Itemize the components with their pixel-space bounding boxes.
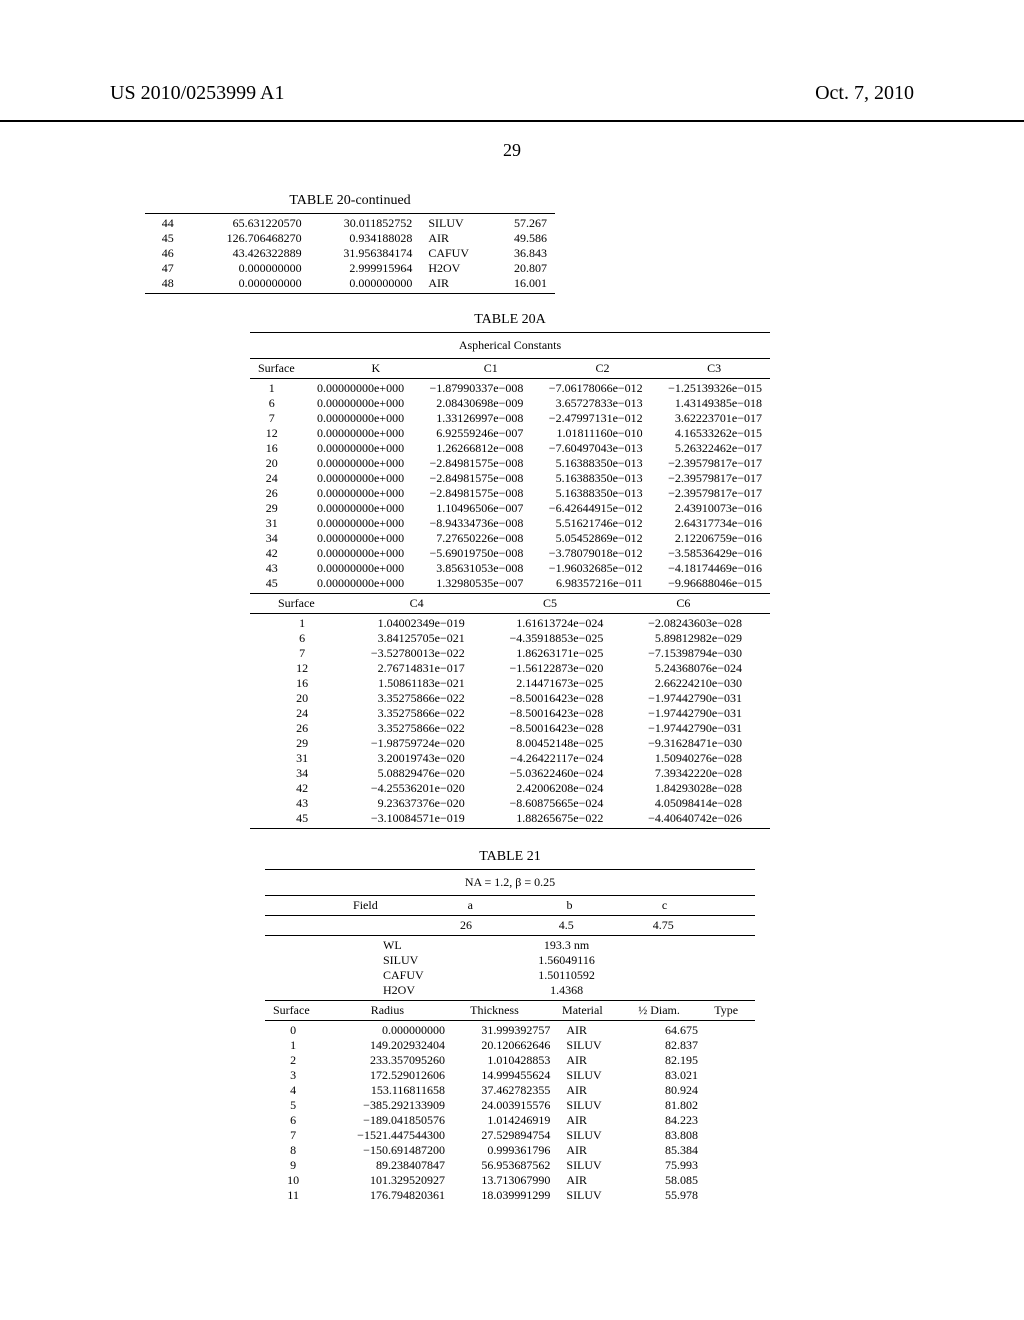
table-21-params: WL193.3 nmSILUV1.56049116CAFUV1.50110592… [375,938,645,998]
table-21-subtitle: NA = 1.2, β = 0.25 [265,872,755,893]
table-20a-title: TABLE 20A [250,312,770,328]
table-21-field-head: Fieldabc [310,898,710,913]
publication-number: US 2010/0253999 A1 [110,82,284,105]
table-21-main-head: SurfaceRadiusThicknessMaterial½ Diam.Typ… [265,1003,755,1018]
table-21-main: 00.00000000031.999392757AIR64.6751149.20… [265,1023,755,1203]
table-20c: 4465.63122057030.011852752SILUV57.267451… [145,216,555,291]
table-20a-subtitle: Aspherical Constants [250,335,770,356]
table-21-field-row: 264.54.75 [310,918,710,933]
table-20a-rows2: 11.04002349e−0191.61613724e−024−2.082436… [270,616,750,826]
publication-date: Oct. 7, 2010 [815,82,914,105]
table-20a-part1: SurfaceKC1C2C3 [250,361,770,376]
table-20c-title: TABLE 20-continued [145,193,555,209]
table-20a-part2-head: SurfaceC4C5C6 [270,596,750,611]
table-20a-rows1: 10.00000000e+000−1.87990337e−008−7.06178… [250,381,770,591]
table-21-title: TABLE 21 [265,849,755,865]
page-number: 29 [0,140,1024,161]
